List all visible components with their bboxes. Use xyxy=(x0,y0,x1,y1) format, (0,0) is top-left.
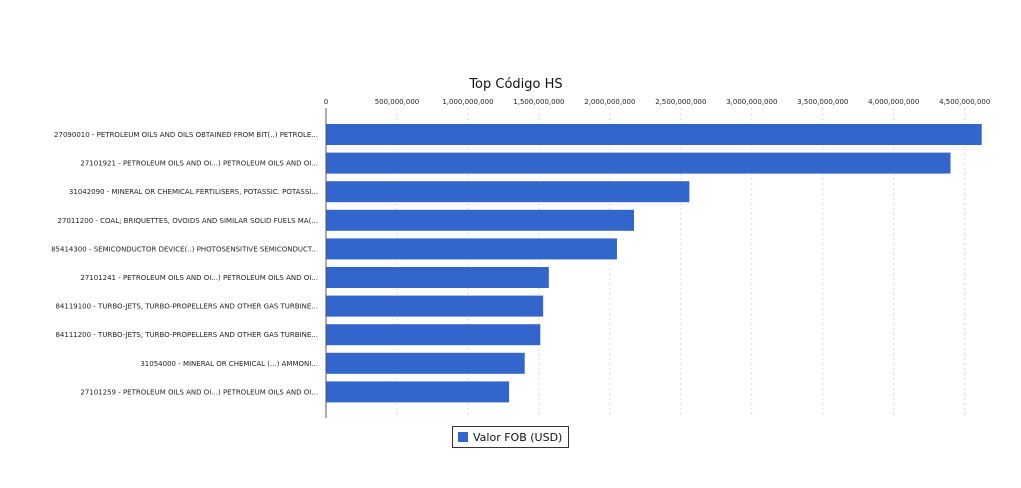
category-label: 85414300 - SEMICONDUCTOR DEVICE(..) PHOT… xyxy=(51,245,318,253)
x-tick-label: 1,500,000,000 xyxy=(513,98,564,106)
bar xyxy=(326,181,690,203)
x-axis-ticks: 0 500,000,000 1,000,000,000 1,500,000,000 2,… xyxy=(324,98,991,106)
category-label: 84111200 - TURBO-JETS, TURBO-PROPELLERS … xyxy=(55,331,318,339)
x-tick-label: 3,000,000,000 xyxy=(726,98,777,106)
category-label: 31042090 - MINERAL OR CHEMICAL FERTILISE… xyxy=(69,188,318,196)
x-tick-label: 500,000,000 xyxy=(375,98,420,106)
category-labels: 27090010 - PETROLEUM OILS AND OILS OBTAI… xyxy=(51,131,318,396)
chart-title: Top Código HS xyxy=(468,77,562,92)
category-label: 27101921 - PETROLEUM OILS AND OI...) PET… xyxy=(80,160,318,168)
category-label: 31054000 - MINERAL OR CHEMICAL (...) AMM… xyxy=(140,360,318,368)
bar xyxy=(326,267,549,288)
legend-label: Valor FOB (USD) xyxy=(473,430,563,444)
legend-swatch xyxy=(458,432,468,442)
bar xyxy=(326,295,544,317)
x-tick-label: 3,500,000,000 xyxy=(797,98,848,106)
x-tick-label: 4,500,000,000 xyxy=(939,98,990,106)
category-label: 27101241 - PETROLEUM OILS AND OI...) PET… xyxy=(80,274,318,282)
category-label: 27090010 - PETROLEUM OILS AND OILS OBTAI… xyxy=(54,131,318,139)
bar xyxy=(326,124,982,145)
bar xyxy=(326,352,525,374)
bar xyxy=(326,238,617,260)
bars xyxy=(326,124,982,403)
category-label: 84119100 - TURBO-JETS, TURBO-PROPELLERS … xyxy=(55,303,318,311)
bar xyxy=(326,209,634,231)
category-label: 27011200 - COAL; BRIQUETTES, OVOIDS AND … xyxy=(58,217,318,225)
bar xyxy=(326,381,510,403)
category-label: 27101259 - PETROLEUM OILS AND OI...) PET… xyxy=(80,388,318,396)
legend: Valor FOB (USD) xyxy=(452,426,570,448)
bar xyxy=(326,324,541,346)
x-tick-label: 1,000,000,000 xyxy=(442,98,493,106)
x-tick-label: 4,000,000,000 xyxy=(868,98,919,106)
x-tick-label: 2,500,000,000 xyxy=(655,98,706,106)
x-tick-label: 0 xyxy=(324,98,328,106)
x-tick-label: 2,000,000,000 xyxy=(584,98,635,106)
bar xyxy=(326,152,951,174)
